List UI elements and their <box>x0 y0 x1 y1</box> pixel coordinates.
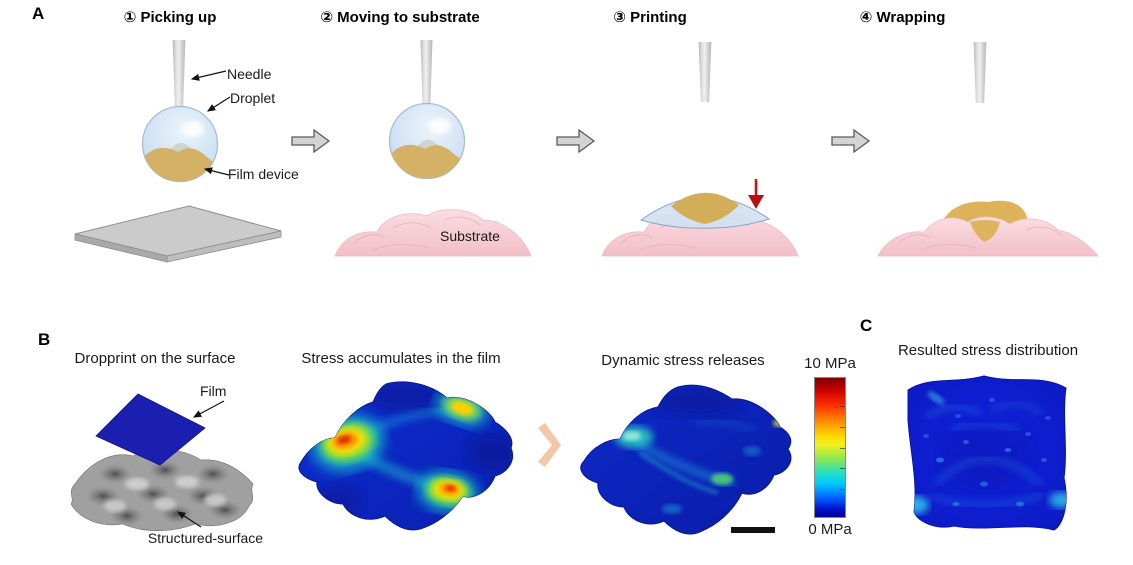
press-arrow-icon <box>748 179 764 209</box>
step-arrow-2-icon <box>556 128 596 154</box>
stress-map-accumulated <box>298 381 513 531</box>
film-annotation-label: Film <box>200 383 227 399</box>
needle-step4 <box>973 42 987 103</box>
plate-step1 <box>74 205 282 263</box>
droplet-annotation-label: Droplet <box>230 90 276 106</box>
colorbar-min-label: 0 MPa <box>808 521 852 538</box>
scale-bar <box>731 527 775 533</box>
structured-surface-annotation-label: Structured-surface <box>147 530 264 546</box>
step-1-title: ① Picking up <box>123 9 217 26</box>
colorbar <box>814 377 846 518</box>
stress-map-result <box>907 375 1067 531</box>
film-device-annotation-arrow <box>203 167 230 176</box>
film-on-structured-surface <box>70 393 254 532</box>
transition-chevron-icon <box>538 423 561 467</box>
substrate-annotation-label: Substrate <box>440 228 500 244</box>
needle-step3 <box>698 42 712 102</box>
step-4-title: ④ Wrapping <box>859 9 946 26</box>
step-arrow-1-icon <box>291 128 331 154</box>
film-device-annotation-label: Film device <box>228 166 299 182</box>
step-2-title: ② Moving to substrate <box>320 9 480 26</box>
panel-a-label: A <box>32 4 45 23</box>
panel-c-caption: Resulted stress distribution <box>897 342 1079 359</box>
step-arrow-3-icon <box>831 128 871 154</box>
panel-c-label: C <box>860 316 873 335</box>
step-3-title: ③ Printing <box>613 9 687 26</box>
film-square <box>95 393 206 466</box>
colorbar-max-label: 10 MPa <box>804 355 856 372</box>
film-annotation-arrow <box>192 400 225 418</box>
droplet-step2 <box>388 102 466 180</box>
substrate-step4 <box>877 200 1099 257</box>
needle-annotation-arrow <box>190 70 227 81</box>
droplet-annotation-arrow <box>206 96 231 112</box>
panel-b-label: B <box>38 330 51 349</box>
printed-droplet-step3 <box>639 192 771 229</box>
stage2-caption: Stress accumulates in the film <box>301 350 501 367</box>
stress-map-released <box>580 384 792 535</box>
droplet-step1 <box>141 105 219 183</box>
structured-surface-annotation-arrow <box>176 511 202 528</box>
stage3-caption: Dynamic stress releases <box>601 352 765 369</box>
stage1-caption: Dropprint on the surface <box>74 350 236 367</box>
substrate-step2 <box>334 209 532 257</box>
needle-annotation-label: Needle <box>227 66 272 82</box>
needle-step1 <box>172 40 186 107</box>
needle-step2 <box>420 40 433 104</box>
